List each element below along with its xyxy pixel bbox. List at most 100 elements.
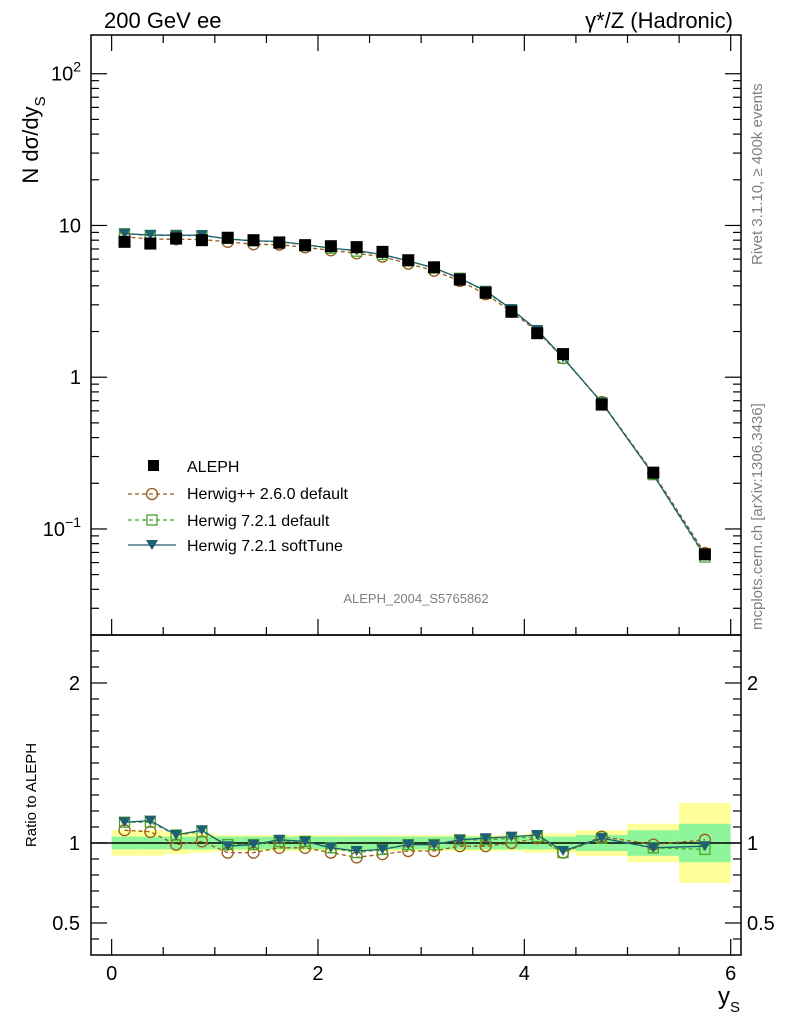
ratio-point-softtune — [453, 834, 466, 845]
ratio-point-softtune — [376, 844, 389, 855]
point-aleph — [402, 254, 415, 267]
ratio-point-softtune — [647, 842, 660, 853]
y-tick-label-base: 10 — [51, 64, 73, 86]
point-aleph — [273, 236, 286, 249]
ratio-point-softtune — [595, 833, 608, 844]
y-tick-label-exp: −1 — [65, 514, 81, 530]
svg-text:N dσ/dyS: N dσ/dyS — [18, 96, 49, 183]
legend-entry-aleph: ALEPH — [148, 459, 239, 476]
point-aleph — [350, 241, 363, 254]
rivet-version-text: Rivet 3.1.10, ≥ 400k events — [749, 83, 766, 265]
header-left: 200 GeV ee — [104, 8, 221, 33]
point-aleph — [118, 235, 131, 248]
legend-marker-herwig721 — [146, 514, 158, 526]
point-aleph — [698, 548, 711, 561]
y-tick-label: 1 — [70, 367, 81, 389]
y-tick-label: 10−1 — [43, 514, 81, 541]
ratio-point-herwigpp — [195, 835, 209, 848]
ratio-point-softtune — [350, 846, 363, 856]
ratio-tick-label-right: 0.5 — [747, 913, 775, 935]
point-softtune — [144, 229, 157, 240]
x-tick-label: 4 — [519, 963, 530, 985]
point-aleph — [376, 245, 389, 258]
point-aleph — [170, 232, 183, 245]
x-axis-label: y — [718, 983, 730, 1010]
legend-label-herwigpp: Herwig++ 2.6.0 default — [187, 486, 349, 503]
point-aleph — [453, 273, 466, 286]
series-line-herwig721 — [124, 233, 706, 558]
ratio-point-softtune — [273, 834, 286, 845]
ratio-panel-frame — [90, 634, 742, 956]
y-axis-title: N dσ/dyS — [18, 96, 49, 183]
y-tick-label-base: 10 — [59, 215, 81, 237]
ratio-point-herwigpp — [144, 825, 157, 838]
ratio-point-softtune — [505, 831, 518, 842]
y-tick-label: 10 — [59, 215, 81, 237]
x-axis-label-sub: S — [730, 999, 740, 1016]
legend-entry-softtune: Herwig 7.2.1 softTune — [128, 538, 343, 555]
legend-marker-aleph — [148, 460, 159, 471]
point-aleph — [299, 239, 312, 252]
point-aleph — [479, 286, 492, 299]
y-tick-label-base: 1 — [70, 367, 81, 389]
y-tick-label: 102 — [51, 59, 81, 86]
ratio-tick-label: 0.5 — [52, 913, 80, 935]
point-aleph — [144, 237, 157, 250]
point-aleph — [595, 398, 608, 411]
ratio-line-herwig721 — [124, 821, 705, 854]
header-right: γ*/Z (Hadronic) — [585, 8, 733, 33]
y-axis-label: N dσ/dy — [18, 106, 43, 183]
legend-entry-herwigpp: Herwig++ 2.6.0 default — [128, 486, 349, 503]
ratio-point-softtune — [247, 839, 260, 850]
ratio-point-softtune — [299, 836, 312, 847]
analysis-watermark: ALEPH_2004_S5765862 — [343, 591, 488, 606]
ratio-point-softtune — [428, 839, 441, 850]
ratio-tick-label-right: 1 — [747, 833, 758, 855]
mcplots-reference-text: mcplots.cern.ch [arXiv:1306.3436] — [749, 403, 766, 630]
point-aleph — [505, 305, 518, 318]
ratio-axis-label: Ratio to ALEPH — [23, 743, 40, 847]
legend-marker-herwigpp — [145, 487, 159, 501]
ratio-point-softtune — [402, 839, 415, 850]
y-tick-label-base: 10 — [43, 519, 65, 541]
point-aleph — [428, 261, 441, 274]
legend-label-softtune: Herwig 7.2.1 softTune — [187, 538, 343, 555]
point-aleph — [221, 231, 234, 244]
ratio-point-softtune — [195, 825, 208, 836]
point-aleph — [247, 234, 260, 247]
ratio-point-softtune — [170, 830, 183, 840]
legend-marker-softtune — [146, 540, 158, 550]
point-softtune — [118, 228, 131, 239]
ratio-series-layer — [118, 815, 712, 864]
ratio-tick-label: 1 — [69, 833, 80, 855]
x-axis-title: yS — [718, 983, 740, 1016]
point-aleph — [531, 327, 544, 340]
series-line-softtune — [124, 233, 706, 557]
x-tick-label: 2 — [312, 963, 323, 985]
ratio-point-softtune — [324, 842, 337, 853]
legend-label-aleph: ALEPH — [187, 459, 239, 476]
ratio-point-softtune — [479, 833, 492, 844]
ratio-point-softtune — [531, 830, 544, 840]
series-layer — [118, 228, 712, 563]
ratio-point-softtune — [221, 841, 234, 852]
ratio-point-softtune — [557, 846, 570, 856]
ratio-point-softtune — [144, 815, 157, 826]
ratio-tick-label-right: 2 — [747, 673, 758, 695]
main-series-layer — [118, 228, 712, 563]
ratio-point-softtune — [118, 817, 131, 828]
legend-entry-herwig721: Herwig 7.2.1 default — [128, 513, 330, 530]
point-aleph — [324, 240, 337, 253]
point-aleph — [557, 348, 570, 361]
point-aleph — [647, 466, 660, 479]
x-tick-label: 6 — [725, 963, 736, 985]
y-axis-label-sub: S — [32, 96, 49, 106]
series-line-herwigpp — [124, 236, 706, 554]
y-tick-label-exp: 2 — [73, 59, 81, 75]
x-tick-label: 0 — [106, 963, 117, 985]
legend: ALEPH Herwig++ 2.6.0 default Herwig 7.2.… — [128, 459, 349, 555]
point-aleph — [195, 234, 208, 247]
ratio-point-softtune — [698, 841, 711, 852]
